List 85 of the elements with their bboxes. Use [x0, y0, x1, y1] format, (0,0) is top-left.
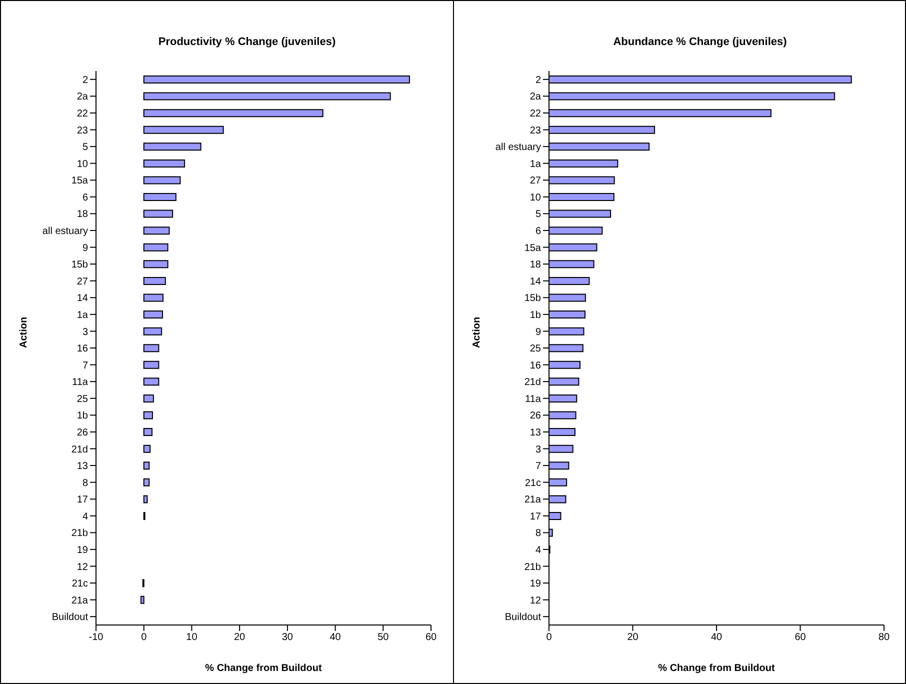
y-tick-label: 1b — [76, 410, 88, 422]
y-tick-label: 2 — [82, 74, 88, 86]
y-tick-label: 1a — [76, 310, 88, 321]
y-tick-label: 19 — [530, 578, 542, 590]
y-tick-label: all estuary — [42, 226, 88, 238]
x-tick-label: 0 — [546, 632, 552, 644]
y-tick-label: 17 — [76, 494, 88, 506]
y-tick-label: 14 — [530, 276, 542, 288]
y-tick-label: 3 — [82, 326, 88, 338]
y-tick-label: 4 — [535, 545, 542, 556]
x-tick-label: 40 — [330, 632, 342, 644]
y-tick-label: Buildout — [52, 612, 88, 624]
y-tick-label: 4 — [82, 511, 88, 522]
y-tick-label: 15b — [524, 293, 542, 304]
y-tick-label: all estuary — [495, 142, 541, 154]
y-tick-label: 16 — [530, 360, 542, 372]
y-tick-label: 23 — [530, 125, 542, 136]
y-tick-label: 27 — [76, 276, 88, 288]
y-tick-label: 8 — [535, 528, 542, 540]
x-tick-label: 20 — [627, 632, 639, 644]
y-tick-label: 13 — [530, 427, 542, 438]
y-tick-label: 18 — [530, 260, 542, 271]
y-tick-label: 19 — [76, 545, 88, 556]
y-tick-label: 1b — [530, 310, 542, 321]
y-tick-label: 15a — [71, 176, 88, 187]
x-axis-title: % Change from Buildout — [205, 663, 322, 674]
y-tick-label: 16 — [76, 344, 88, 355]
y-tick-label: 7 — [82, 360, 88, 372]
chart-title: Abundance % Change (juveniles) — [613, 36, 787, 48]
y-tick-label: 25 — [76, 394, 88, 405]
y-tick-label: 14 — [76, 293, 88, 304]
x-tick-label: -10 — [88, 632, 104, 644]
y-tick-label: 2a — [530, 92, 542, 103]
y-axis-title: Action — [18, 316, 30, 348]
y-tick-label: 15a — [524, 242, 542, 254]
x-tick-label: 80 — [878, 632, 890, 644]
y-tick-label: 21d — [524, 377, 541, 388]
y-tick-label: 21a — [524, 494, 542, 506]
x-tick-label: 20 — [234, 632, 246, 644]
y-tick-label: 5 — [535, 209, 542, 220]
x-tick-label: 40 — [710, 632, 722, 644]
y-tick-label: 21a — [71, 595, 88, 606]
x-tick-label: 50 — [378, 632, 390, 644]
y-tick-label: 17 — [530, 511, 542, 522]
y-tick-label: 21c — [72, 578, 88, 590]
y-tick-label: 25 — [530, 344, 542, 355]
y-tick-label: 23 — [76, 125, 88, 136]
y-tick-label: Buildout — [504, 612, 542, 624]
y-tick-label: 15b — [71, 260, 88, 271]
y-tick-label: 21c — [524, 478, 541, 489]
y-tick-label: 10 — [76, 158, 88, 170]
y-tick-label: 5 — [82, 142, 88, 154]
x-tick-label: 0 — [141, 632, 148, 644]
y-tick-label: 26 — [530, 410, 542, 422]
x-tick-label: 10 — [186, 632, 198, 644]
y-tick-label: 21d — [71, 444, 88, 456]
y-tick-label: 9 — [82, 242, 88, 254]
y-tick-label: 18 — [76, 209, 88, 220]
y-tick-label: 7 — [535, 461, 542, 472]
y-tick-label: 22 — [530, 108, 542, 120]
y-tick-label: 21b — [71, 528, 88, 540]
y-tick-label: 26 — [76, 427, 88, 438]
y-tick-label: 12 — [530, 595, 542, 606]
y-axis-title: Action — [472, 316, 483, 348]
x-tick-label: 60 — [425, 632, 437, 644]
y-tick-label: 21b — [524, 562, 542, 573]
y-tick-label: 11a — [72, 377, 88, 388]
y-tick-label: 3 — [535, 444, 542, 456]
y-tick-label: 2a — [76, 92, 88, 103]
y-tick-label: 6 — [535, 226, 542, 238]
chart-title: Productivity % Change (juveniles) — [158, 36, 336, 48]
y-tick-label: 10 — [530, 192, 542, 204]
x-axis-title: % Change from Buildout — [658, 663, 776, 674]
y-tick-label: 12 — [76, 562, 88, 573]
y-tick-label: 6 — [82, 192, 88, 204]
y-tick-label: 22 — [76, 108, 88, 120]
x-tick-label: 30 — [282, 632, 294, 644]
y-tick-label: 9 — [535, 326, 542, 338]
y-tick-label: 1a — [530, 158, 542, 170]
x-tick-label: 60 — [794, 632, 806, 644]
y-tick-label: 13 — [76, 461, 88, 472]
y-tick-label: 27 — [530, 176, 542, 187]
y-tick-label: 2 — [535, 74, 542, 86]
y-tick-label: 8 — [82, 478, 88, 489]
y-tick-label: 11a — [525, 394, 542, 405]
